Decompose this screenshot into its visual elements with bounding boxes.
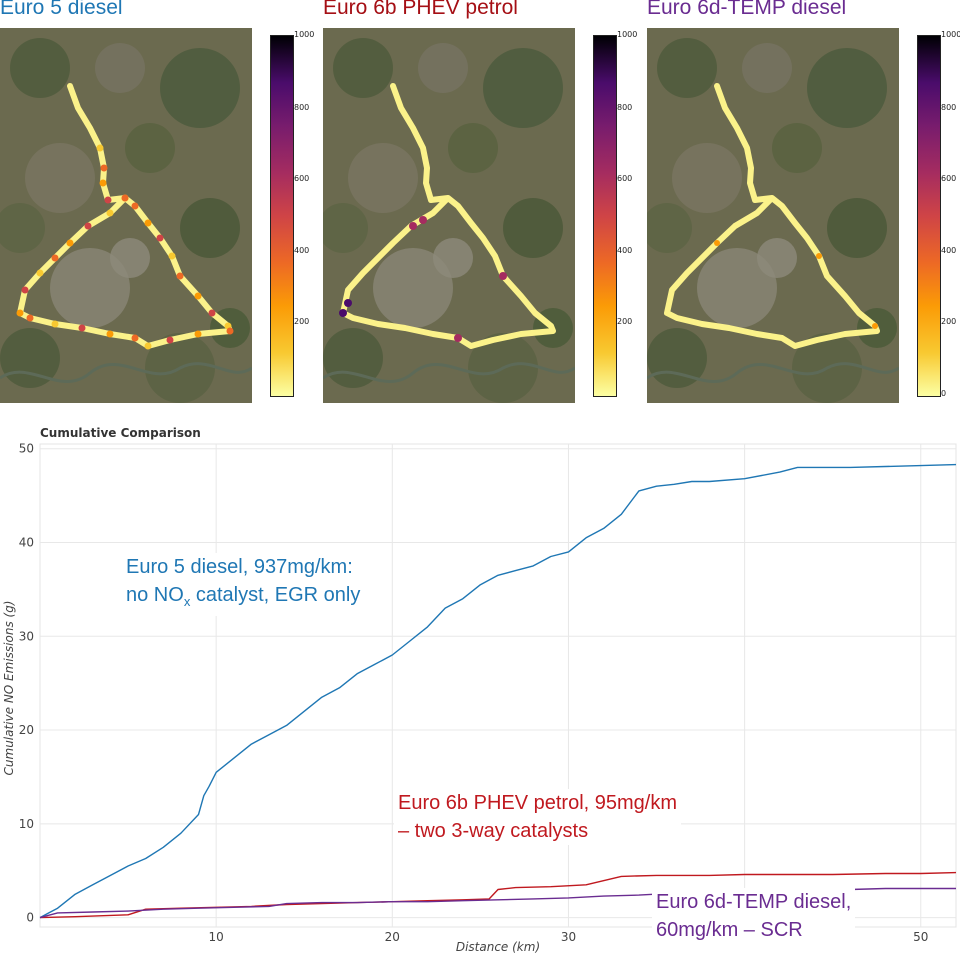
annotation-line: – two 3-way catalysts bbox=[398, 820, 589, 842]
annotation-line: Euro 6b PHEV petrol, 95mg/km bbox=[398, 792, 678, 814]
y-axis-label: Cumulative NO Emissions (g) bbox=[2, 601, 16, 776]
colorbar-tick: 1000 bbox=[617, 30, 638, 39]
annotation-line: 60mg/km – SCR bbox=[656, 919, 803, 941]
annotation-subscript: x bbox=[183, 594, 191, 609]
colorbar bbox=[270, 35, 294, 397]
annotation-euro5: Euro 5 diesel, 937mg/km: no NOx catalyst… bbox=[122, 553, 365, 616]
annotation-line: no NOx catalyst, EGR only bbox=[126, 581, 360, 616]
colorbar-tick: 0 bbox=[941, 389, 947, 398]
map-title: Euro 6b PHEV petrol bbox=[323, 0, 518, 19]
route-map bbox=[323, 28, 575, 403]
x-tick-label: 50 bbox=[913, 930, 928, 944]
map-title: Euro 5 diesel bbox=[0, 0, 123, 19]
colorbar-tick: 1000 bbox=[941, 30, 960, 39]
x-tick-label: 10 bbox=[209, 930, 224, 944]
y-tick-label: 30 bbox=[19, 629, 34, 643]
colorbar-tick: 400 bbox=[941, 246, 957, 255]
map-panel-euro6d: Euro 6d-TEMP diesel 1000 800 600 400 200… bbox=[647, 0, 960, 404]
y-tick-label: 40 bbox=[19, 535, 34, 549]
map-panel-euro6b: Euro 6b PHEV petrol 1000 800 600 400 200 bbox=[323, 0, 646, 404]
chart-title: Cumulative Comparison bbox=[40, 426, 201, 440]
y-tick-label: 10 bbox=[19, 817, 34, 831]
x-tick-label: 30 bbox=[561, 930, 576, 944]
y-tick-label: 20 bbox=[19, 723, 34, 737]
cumulative-chart: Cumulative Comparison 102030405001020304… bbox=[2, 426, 957, 954]
x-axis-label: Distance (km) bbox=[456, 940, 540, 954]
colorbar-tick: 600 bbox=[617, 174, 633, 183]
colorbar-tick: 800 bbox=[941, 103, 957, 112]
annotation-text: no NO bbox=[126, 584, 184, 606]
colorbar bbox=[593, 35, 617, 397]
colorbar-tick: 800 bbox=[617, 103, 633, 112]
y-tick-label: 0 bbox=[26, 911, 34, 925]
colorbar bbox=[917, 35, 941, 397]
colorbar-tick: 200 bbox=[617, 317, 633, 326]
y-tick-label: 50 bbox=[19, 442, 34, 456]
route-map bbox=[647, 28, 899, 403]
axes: 102030405001020304050 bbox=[19, 442, 929, 944]
colorbar-tick: 400 bbox=[617, 246, 633, 255]
colorbar-tick: 200 bbox=[294, 317, 310, 326]
colorbar-tick: 400 bbox=[294, 246, 310, 255]
x-tick-label: 20 bbox=[385, 930, 400, 944]
annotation-euro6d: Euro 6d-TEMP diesel, 60mg/km – SCR bbox=[652, 888, 856, 944]
annotation-line: Euro 6d-TEMP diesel, bbox=[656, 891, 852, 913]
annotation-euro6b: Euro 6b PHEV petrol, 95mg/km – two 3-way… bbox=[394, 789, 682, 845]
route-map bbox=[0, 28, 252, 403]
map-title: Euro 6d-TEMP diesel bbox=[647, 0, 847, 19]
colorbar-tick: 1000 bbox=[294, 30, 315, 39]
series-line-euro-5-diesel bbox=[39, 463, 957, 919]
colorbar-tick: 800 bbox=[294, 103, 310, 112]
colorbar-tick: 600 bbox=[294, 174, 310, 183]
colorbar-tick: 200 bbox=[941, 317, 957, 326]
annotation-text: catalyst, EGR only bbox=[190, 584, 361, 606]
grid bbox=[39, 443, 957, 928]
map-panel-euro5: Euro 5 diesel 1000 800 600 400 200 bbox=[0, 0, 323, 404]
colorbar-tick: 600 bbox=[941, 174, 957, 183]
annotation-line: Euro 5 diesel, 937mg/km: bbox=[126, 556, 353, 578]
